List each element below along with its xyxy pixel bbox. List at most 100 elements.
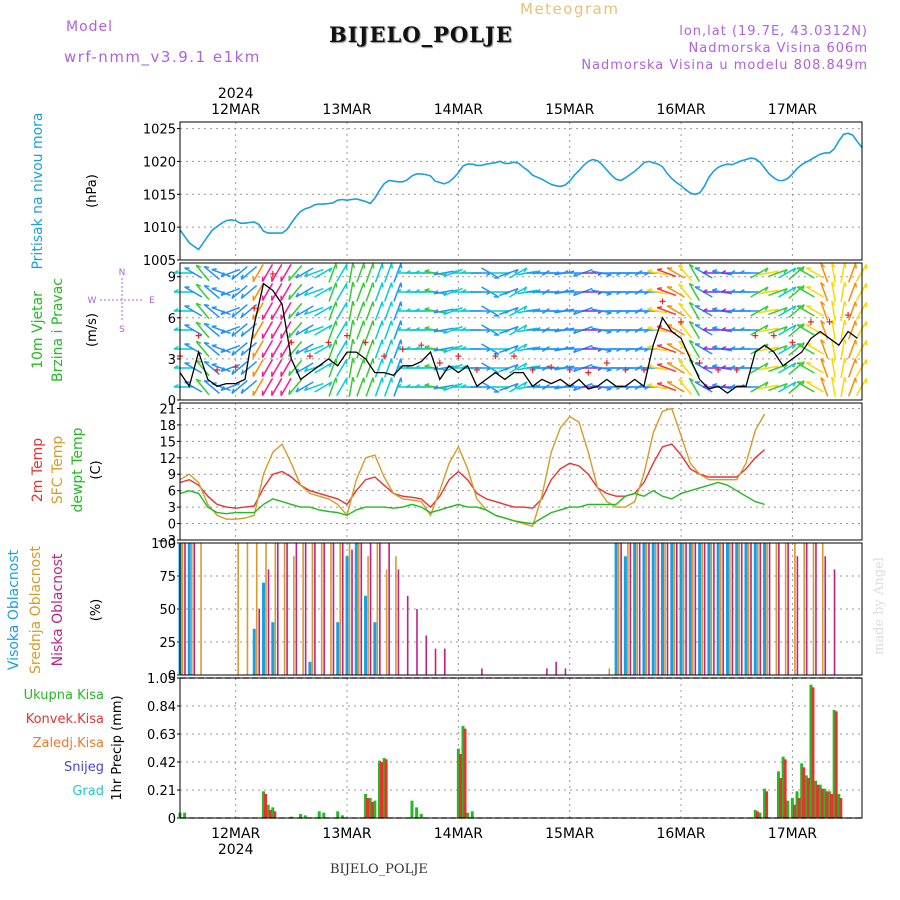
precip-bar-1 [384, 759, 388, 818]
wind-arrow [678, 283, 693, 301]
wind-arrowhead [335, 358, 338, 364]
wind-arrowhead [461, 345, 467, 350]
wind-arrow [231, 379, 248, 395]
wind-arrowhead [647, 344, 653, 348]
wind-arrowhead [328, 362, 333, 368]
wind-arrowhead [396, 383, 402, 388]
wind-arrowhead [372, 339, 375, 345]
precip-ylabel: 1hr Precip (mm) [110, 695, 125, 800]
wind-arrow [195, 359, 210, 377]
wind-arrow [328, 358, 337, 378]
wind-arrow [328, 339, 337, 359]
wind-arrow [203, 322, 220, 338]
wind-arrowhead [433, 309, 439, 314]
wind-arrow [336, 263, 348, 283]
wind-arrowhead [792, 343, 797, 349]
wind-arrowhead [335, 377, 338, 383]
y-tick-label: 100 [151, 537, 176, 552]
wind-arrow [384, 320, 393, 340]
wind-arrow [374, 339, 383, 359]
wind-arrow [840, 320, 846, 340]
wind-arrowhead [702, 307, 708, 312]
wind-arrowhead [303, 310, 309, 315]
wind-arrowhead [764, 362, 769, 368]
wind-arrow [847, 358, 857, 378]
y-tick-label: 1.05 [147, 672, 176, 687]
wind-arrowhead [764, 324, 769, 330]
wind-arrow [796, 267, 815, 279]
wind-arrow [304, 325, 324, 335]
wind-arrow [796, 324, 815, 336]
wind-arrowhead [424, 287, 430, 291]
wind-arrow [328, 282, 337, 302]
wind-arrowhead [831, 281, 836, 287]
wind-arrowhead [396, 307, 402, 312]
wind-arrowhead [712, 325, 718, 329]
wind-arrow [365, 320, 374, 340]
wind-arrow [433, 327, 454, 333]
wind-arrowhead [211, 325, 217, 328]
wind-arrow [271, 339, 283, 359]
wind-arrowhead [362, 358, 366, 364]
wind-arrow [184, 362, 203, 374]
precip-bar-0 [800, 763, 804, 818]
wind-arrow [231, 265, 248, 281]
wind-arrowhead [173, 288, 179, 293]
wind-arrowhead [554, 385, 559, 390]
precip-bar-1 [816, 784, 820, 818]
wind-arrowhead [712, 363, 718, 367]
wind-arrow [374, 263, 383, 283]
wind-arrow [647, 308, 668, 314]
precip-legend-0: Ukupna Kisa [24, 688, 104, 703]
wind-arrowhead [231, 331, 235, 337]
wind-arrowhead [173, 326, 179, 331]
wind-ylabel-2: Brzina i Pravac [50, 278, 66, 382]
x-day-label-top: 12MAR [211, 102, 260, 118]
wind-arrowhead [335, 320, 338, 326]
wind-arrow [374, 320, 383, 340]
wind-arrowhead [390, 358, 394, 364]
wind-arrow [304, 382, 324, 392]
wind-arrowhead [231, 369, 235, 375]
wind-arrowhead [414, 364, 420, 369]
precip-legend-3: Snijeg [64, 760, 104, 775]
wind-arrow [758, 346, 779, 352]
precip-legend-2: Zaledj.Kisa [33, 736, 104, 751]
wind-arrowhead [637, 345, 643, 350]
wind-arrowhead [573, 386, 578, 391]
model-label: Model [66, 19, 114, 35]
wind-arrow [288, 378, 303, 396]
y-tick-label: 12 [159, 452, 176, 467]
wind-arrowhead [295, 330, 300, 336]
wind-arrowhead [400, 263, 403, 269]
wind-arrow [203, 284, 220, 300]
wind-arrow [348, 339, 354, 359]
wind-arrow [348, 263, 354, 283]
wind-arrowhead [739, 345, 745, 350]
wind-arrow [796, 381, 815, 393]
precip-bar-1 [765, 791, 769, 818]
wind-arrow [688, 377, 700, 397]
wind-arrowhead [173, 269, 179, 274]
wind-gust-marker [362, 339, 369, 346]
wind-arrowhead [637, 307, 643, 312]
wind-arrow [656, 287, 677, 297]
wind-arrowhead [461, 269, 467, 274]
wind-arrowhead [372, 263, 375, 269]
wind-arrowhead [211, 344, 217, 347]
wind-arrow [288, 321, 303, 339]
wind-arrowhead [372, 358, 375, 364]
wind-arrowhead [563, 364, 569, 369]
wind-arrowhead [721, 307, 727, 312]
wind-arrow [778, 267, 797, 279]
wind-arrow [499, 287, 519, 297]
wind-arrowhead [461, 288, 467, 293]
precip-bar-1 [783, 759, 787, 818]
wind-arrow [768, 268, 788, 278]
wind-arrowhead [739, 269, 745, 274]
wind-arrowhead [390, 301, 394, 307]
wind-arrow [211, 306, 231, 316]
wind-gust-marker [715, 366, 722, 373]
wind-arrow [336, 377, 348, 397]
wind-arrow [855, 282, 868, 302]
